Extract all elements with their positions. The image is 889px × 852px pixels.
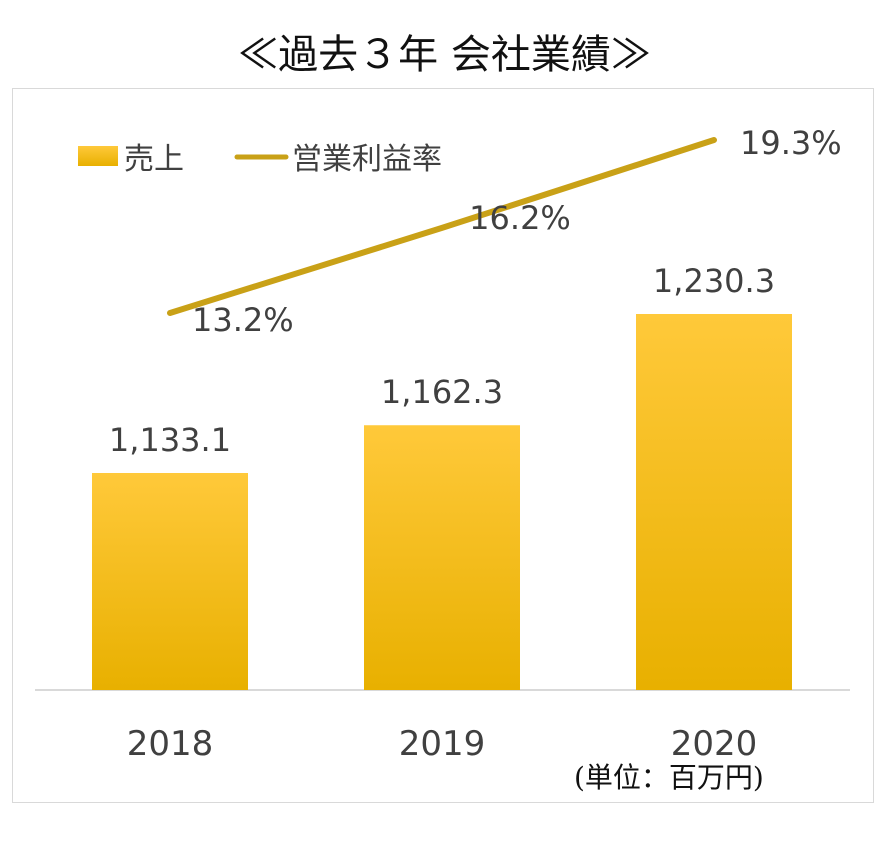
line-value-label-2019: 16.2% [469,199,571,237]
bar-2018 [92,473,248,690]
legend-label-line: 営業利益率 [292,142,442,177]
line-operating-margin [167,137,717,316]
chart-title: ≪過去３年 会社業績≫ [238,32,651,78]
unit-note: (単位：百万円) [574,761,764,794]
bar-value-label-2018: 1,133.1 [109,421,231,459]
chart-frame [12,88,874,803]
x-tick-label-2020: 2020 [671,724,758,764]
bar-2020 [636,314,792,690]
x-tick-label-2019: 2019 [399,724,486,764]
bar-value-label-2020: 1,230.3 [653,262,775,300]
x-tick-label-2018: 2018 [127,724,214,764]
bar-value-label-2019: 1,162.3 [381,373,503,411]
legend-label-bar: 売上 [124,142,184,177]
bar-2019 [364,425,520,690]
line-value-label-2020: 19.3% [740,124,842,162]
legend-swatch-bar [78,146,118,166]
legend: 売上 営業利益率 [78,142,442,177]
line-value-label-2018: 13.2% [192,301,294,339]
